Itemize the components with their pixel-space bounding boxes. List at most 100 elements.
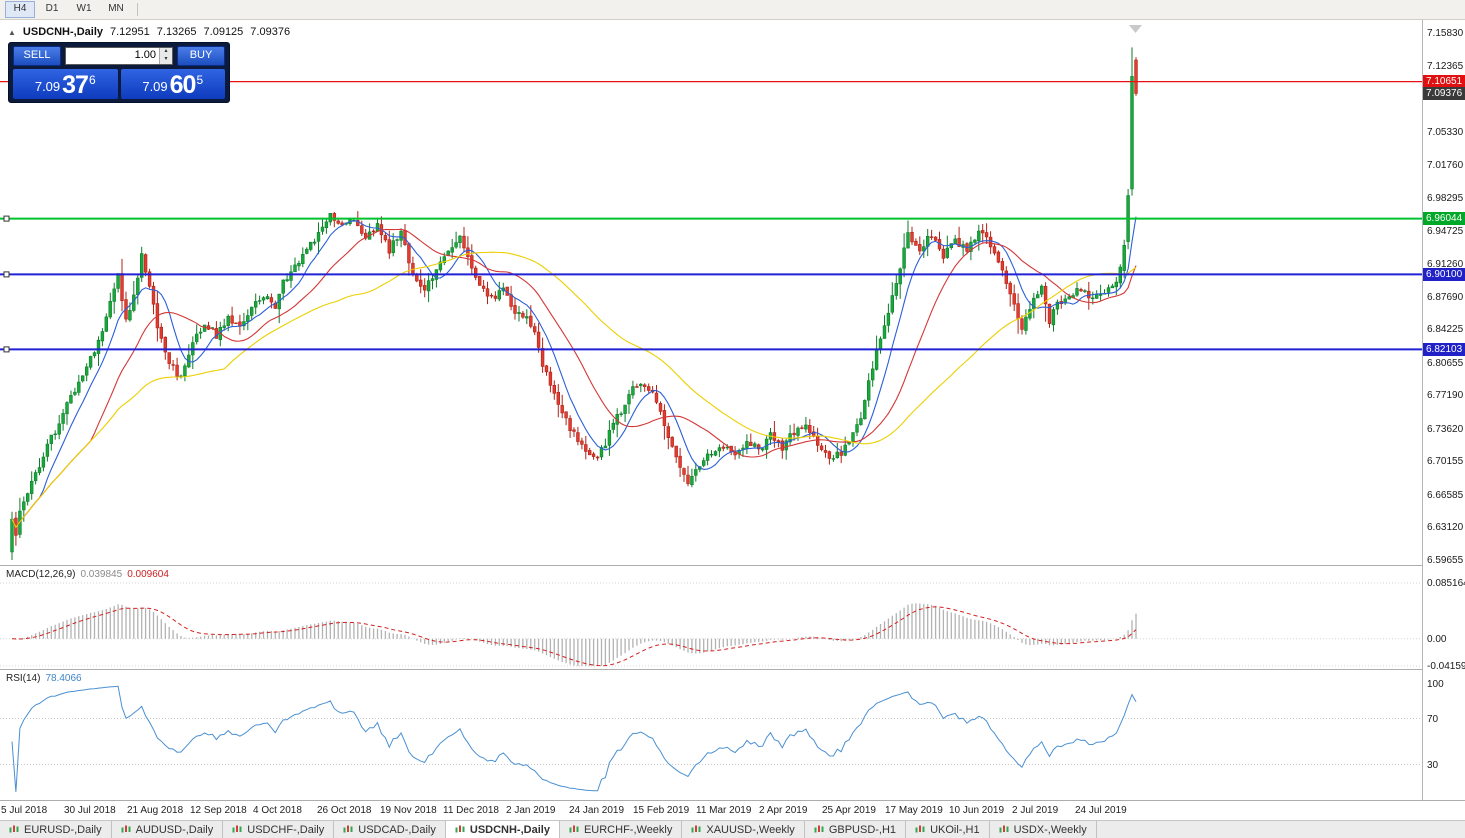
bull-candle-wicks — [11, 47, 1133, 560]
macd-signal-line — [11, 606, 1137, 667]
chart-tab-label: USDX-,Weekly — [1013, 823, 1087, 836]
chart-tab-bar: EURUSD-,Daily AUDUSD-,Daily USDCHF-,Daily U… — [0, 820, 1465, 838]
buy-price-display[interactable]: 7.09 60 5 — [120, 69, 225, 99]
sell-price-display[interactable]: 7.09 37 6 — [13, 69, 118, 99]
timeframe-d1-button[interactable]: D1 — [45, 3, 59, 14]
timeframe-h4-button[interactable]: H4 — [5, 1, 35, 18]
pane-separator[interactable] — [0, 669, 1465, 670]
date-axis[interactable]: 5 Jul 2018 30 Jul 2018 21 Aug 2018 12 Sep 2… — [0, 801, 1422, 820]
date-label: 12 Sep 2018 — [190, 805, 247, 816]
date-label: 4 Oct 2018 — [253, 805, 302, 816]
mini-chart-icon — [9, 825, 19, 833]
volume-spinner: ▴ ▾ — [159, 48, 172, 64]
date-label: 10 Jun 2019 — [949, 805, 1005, 816]
chart-tab-usdx[interactable]: USDX-,Weekly — [990, 821, 1097, 838]
macd-axis-tick: 0.085164 — [1427, 578, 1465, 589]
mini-chart-icon — [569, 825, 579, 833]
date-label: 19 Nov 2018 — [380, 805, 437, 816]
volume-up-icon[interactable]: ▴ — [160, 48, 172, 56]
chart-tab-ukoil[interactable]: UKOil-,H1 — [906, 821, 990, 838]
chart-tab-usdcad[interactable]: USDCAD-,Daily — [334, 821, 446, 838]
chart-tab-usdchf[interactable]: USDCHF-,Daily — [223, 821, 335, 838]
timeframe-w1-button[interactable]: W1 — [76, 3, 92, 14]
current-price-label: 7.09376 — [1423, 87, 1465, 100]
macd-indicator-label: MACD(12,26,9) 0.039845 0.009604 — [6, 569, 169, 580]
chart-tab-label: USDCNH-,Daily — [469, 823, 550, 836]
chart-tab-label: EURUSD-,Daily — [24, 823, 102, 836]
date-label: 2 Jul 2019 — [1012, 805, 1059, 816]
chart-tab-label: AUDUSD-,Daily — [135, 823, 214, 836]
mini-chart-icon — [232, 825, 242, 833]
toolbar-divider — [137, 3, 138, 16]
price-tick: 6.73620 — [1427, 424, 1464, 435]
chart-tab-label: USDCAD-,Daily — [358, 823, 436, 836]
chart-tab-eurusd[interactable]: EURUSD-,Daily — [0, 821, 112, 838]
mini-chart-icon — [999, 825, 1009, 833]
date-label: 21 Aug 2018 — [127, 805, 184, 816]
price-tick: 6.87690 — [1427, 292, 1464, 303]
bear-candle-bodies — [14, 59, 1138, 536]
chart-tab-audusd[interactable]: AUDUSD-,Daily — [112, 821, 224, 838]
rsi-axis-tick: 70 — [1427, 714, 1439, 725]
chart-shift-marker-icon[interactable] — [1129, 25, 1142, 33]
date-label: 11 Mar 2019 — [696, 805, 752, 816]
date-label: 17 May 2019 — [885, 805, 943, 816]
sell-button[interactable]: SELL — [13, 46, 61, 66]
quote-header: ▲ USDCNH-,Daily 7.12951 7.13265 7.09125 … — [8, 26, 290, 38]
one-click-trading-panel: SELL 1.00 ▴ ▾ BUY 7.09 37 6 7.09 60 5 — [8, 42, 230, 103]
timeframe-mn-button[interactable]: MN — [108, 3, 124, 14]
price-tick: 7.12365 — [1427, 61, 1464, 72]
chart-tab-label: GBPUSD-,H1 — [828, 823, 897, 836]
buy-button[interactable]: BUY — [177, 46, 225, 66]
buy-price-point: 5 — [196, 73, 204, 87]
volume-stepper[interactable]: 1.00 ▴ ▾ — [65, 47, 173, 65]
rsi-pane[interactable] — [0, 670, 1422, 800]
price-axis[interactable]: 7.15830 7.12365 7.05330 7.01760 6.98295 6.947… — [1422, 20, 1465, 800]
level-price-label: 6.90100 — [1423, 268, 1465, 281]
pane-separator[interactable] — [0, 565, 1465, 566]
mini-chart-icon — [455, 825, 465, 833]
price-tick: 6.66585 — [1427, 490, 1464, 501]
sell-price-pips: 37 — [62, 71, 89, 99]
macd-axis-tick: -0.041597 — [1427, 661, 1465, 672]
price-tick: 6.98295 — [1427, 193, 1464, 204]
quote-open: 7.12951 — [110, 26, 150, 38]
price-tick: 7.05330 — [1427, 127, 1464, 138]
level-price-label: 6.82103 — [1423, 343, 1465, 356]
chart-tab-xauusd[interactable]: XAUUSD-,Weekly — [682, 821, 805, 838]
price-tick: 6.80655 — [1427, 358, 1464, 369]
date-label: 11 Dec 2018 — [443, 805, 499, 816]
bull-candle-bodies — [10, 76, 1134, 553]
date-label: 5 Jul 2018 — [1, 805, 48, 816]
sell-price-point: 6 — [88, 73, 96, 87]
pane-separator — [0, 800, 1465, 801]
date-label: 2 Jan 2019 — [506, 805, 556, 816]
buy-price-pips: 60 — [169, 71, 197, 99]
rsi-axis-tick: 30 — [1427, 760, 1439, 771]
price-tick: 6.94725 — [1427, 226, 1464, 237]
rsi-line — [11, 685, 1137, 792]
price-tick: 6.91260 — [1427, 259, 1464, 270]
volume-down-icon[interactable]: ▾ — [160, 56, 172, 64]
collapse-trade-panel-icon[interactable]: ▲ — [8, 27, 16, 37]
date-label: 15 Feb 2019 — [633, 805, 690, 816]
price-tick: 6.77190 — [1427, 390, 1464, 401]
chart-tab-gbpusd[interactable]: GBPUSD-,H1 — [805, 821, 907, 838]
price-tick: 6.84225 — [1427, 324, 1464, 335]
chart-tab-usdcnh[interactable]: USDCNH-,Daily — [445, 821, 560, 838]
line-handle[interactable] — [3, 271, 10, 278]
price-chart-pane[interactable] — [0, 20, 1422, 565]
chart-tab-eurchf[interactable]: EURCHF-,Weekly — [560, 821, 683, 838]
level-price-label: 6.96044 — [1423, 212, 1465, 225]
sell-price-big: 7.09 — [34, 79, 61, 94]
chart-tab-label: USDCHF-,Daily — [247, 823, 325, 836]
moving-average-8[interactable] — [11, 216, 1137, 529]
chart-tab-label: UKOil-,H1 — [930, 823, 980, 836]
line-handle[interactable] — [3, 215, 10, 222]
line-handle[interactable] — [3, 346, 10, 353]
volume-value[interactable]: 1.00 — [134, 49, 156, 61]
price-tick: 6.59655 — [1427, 555, 1464, 566]
macd-pane[interactable] — [0, 566, 1422, 669]
moving-average-55[interactable] — [11, 251, 1137, 529]
